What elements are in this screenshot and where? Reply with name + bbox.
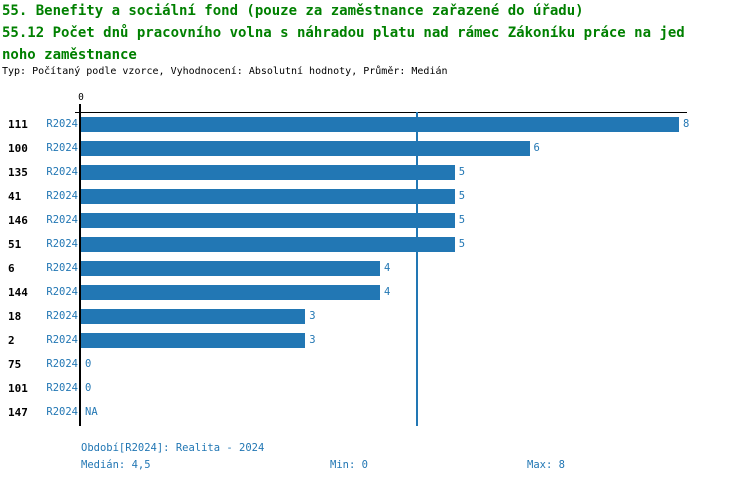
chart-row: 51 R2024 5 [0, 237, 750, 252]
x-axis-line [75, 112, 687, 113]
report-title-line-1: 55. Benefity a sociální fond (pouze za z… [2, 3, 584, 19]
bar [81, 333, 306, 348]
footer-median-label: Medián: 4,5 [81, 459, 151, 471]
bar-value-label: 5 [458, 190, 466, 202]
row-category-label: 18 [8, 310, 22, 323]
chart-row: 147 R2024 NA [0, 405, 750, 420]
row-period-label: R2024 [46, 334, 78, 346]
bar [81, 165, 455, 180]
bar-value-label: 5 [458, 166, 466, 178]
footer-min-label: Min: 0 [330, 459, 368, 471]
bar-value-label: 4 [384, 262, 391, 274]
footer-period-label: Období[R2024]: Realita - 2024 [81, 442, 265, 454]
row-period-label: R2024 [46, 262, 78, 274]
row-period-label: R2024 [46, 118, 78, 130]
row-category-label: 6 [8, 262, 15, 275]
median-line [416, 112, 418, 426]
chart-row: 18 R2024 3 [0, 309, 750, 324]
bar-value-label: 0 [85, 358, 92, 370]
bar [81, 141, 530, 156]
y-axis-line [79, 104, 81, 426]
row-category-label: 146 [8, 214, 28, 227]
row-category-label: 135 [8, 166, 28, 179]
chart-row: 100 R2024 6 [0, 141, 750, 156]
row-category-label: 144 [8, 286, 28, 299]
bar-value-label: 8 [683, 118, 690, 130]
chart-row: 6 R2024 4 [0, 261, 750, 276]
chart-row: 135 R2024 5 [0, 165, 750, 180]
row-period-label: R2024 [46, 286, 78, 298]
row-category-label: 2 [8, 334, 15, 347]
report-title-line-2: 55.12 Počet dnů pracovního volna s náhra… [2, 25, 685, 41]
row-period-label: R2024 [46, 214, 78, 226]
chart-row: 41 R2024 5 [0, 189, 750, 204]
bar [81, 309, 306, 324]
bar [81, 189, 455, 204]
bar-value-label: 3 [309, 310, 316, 322]
report-title-line-3: noho zaměstnance [2, 47, 137, 63]
bar-value-label: 5 [458, 238, 466, 250]
row-category-label: 147 [8, 406, 28, 419]
row-period-label: R2024 [46, 406, 78, 418]
row-period-label: R2024 [46, 358, 78, 370]
chart-row: 2 R2024 3 [0, 333, 750, 348]
chart-row: 111 R2024 8 [0, 117, 750, 132]
bar [81, 213, 455, 228]
bar [81, 285, 380, 300]
bar [81, 237, 455, 252]
bar-value-label: 0 [85, 382, 92, 394]
bar-chart: 0 111 R2024 8 100 R2024 6 135 R2024 5 41 R2024 5 146… [0, 90, 750, 430]
bar-value-label: NA [85, 406, 98, 418]
row-category-label: 51 [8, 238, 22, 251]
row-period-label: R2024 [46, 238, 78, 250]
row-period-label: R2024 [46, 382, 78, 394]
bar [81, 261, 380, 276]
row-period-label: R2024 [46, 310, 78, 322]
bar [81, 117, 679, 132]
bar-value-label: 4 [384, 286, 391, 298]
report-meta-line: Typ: Počítaný podle vzorce, Vyhodnocení:… [2, 66, 448, 77]
row-category-label: 41 [8, 190, 22, 203]
row-category-label: 101 [8, 382, 28, 395]
bar-value-label: 5 [458, 214, 466, 226]
x-axis-tick-label-0: 0 [78, 92, 84, 103]
row-category-label: 111 [8, 118, 28, 131]
chart-row: 101 R2024 0 [0, 381, 750, 396]
footer-max-label: Max: 8 [527, 459, 565, 471]
bar-value-label: 6 [533, 142, 540, 154]
row-period-label: R2024 [46, 142, 78, 154]
row-period-label: R2024 [46, 190, 78, 202]
chart-row: 146 R2024 5 [0, 213, 750, 228]
bar-value-label: 3 [309, 334, 316, 346]
chart-row: 144 R2024 4 [0, 285, 750, 300]
row-category-label: 100 [8, 142, 28, 155]
chart-row: 75 R2024 0 [0, 357, 750, 372]
row-category-label: 75 [8, 358, 22, 371]
row-period-label: R2024 [46, 166, 78, 178]
